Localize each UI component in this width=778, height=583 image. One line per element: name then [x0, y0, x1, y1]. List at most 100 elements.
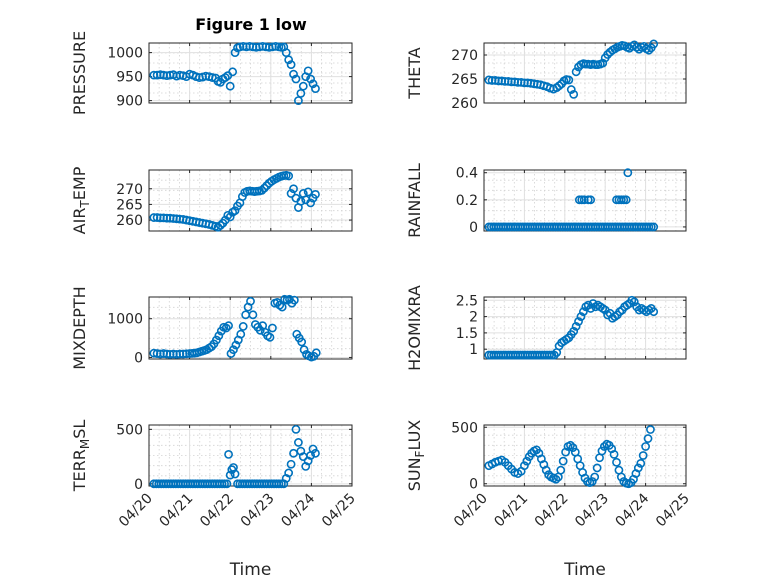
- data-point: [255, 325, 265, 335]
- data-point: [311, 189, 320, 199]
- data-point: [578, 307, 588, 317]
- data-point: [633, 463, 643, 473]
- data-point: [586, 195, 596, 205]
- data-point: [643, 434, 653, 443]
- data-point: [592, 463, 602, 473]
- y-tick-label: 2.5: [456, 293, 478, 309]
- data-point: [246, 296, 255, 306]
- data-point: [522, 456, 532, 466]
- data-point: [262, 181, 272, 191]
- data-point: [225, 81, 235, 91]
- y-axis-label: TERRMSL: [70, 420, 92, 493]
- data-point: [644, 45, 654, 55]
- axes-box: [148, 169, 353, 232]
- data-point: [248, 310, 258, 320]
- data-point: [294, 438, 303, 447]
- y-tick-label: 900: [116, 94, 143, 110]
- data-point: [238, 322, 248, 331]
- data-point: [257, 185, 267, 195]
- axes-box: [483, 42, 687, 104]
- data-point: [268, 323, 277, 333]
- data-point: [181, 349, 191, 359]
- data-point: [629, 297, 639, 307]
- data-point: [311, 84, 320, 93]
- data-point: [303, 187, 313, 197]
- data-point: [551, 474, 561, 484]
- data-point: [576, 312, 586, 321]
- y-tick-label: 270: [116, 182, 143, 198]
- y-tick-label: 0: [134, 477, 143, 493]
- data-point: [566, 85, 576, 94]
- data-point: [569, 89, 579, 99]
- data-point: [586, 304, 596, 313]
- y-tick-label: 260: [116, 213, 143, 229]
- y-tick-label: 1000: [107, 46, 143, 62]
- data-point: [284, 468, 294, 478]
- data-point: [556, 465, 566, 475]
- data-point: [259, 183, 269, 193]
- y-axis-label: THETA: [405, 47, 424, 99]
- axes-box: [483, 424, 687, 487]
- y-tick-label: 950: [116, 70, 143, 86]
- data-point: [306, 198, 315, 208]
- y-tick-label: 265: [116, 197, 143, 213]
- y-tick-label: 0: [469, 477, 478, 493]
- data-point: [224, 321, 233, 331]
- data-point: [286, 459, 296, 469]
- data-point: [291, 74, 301, 84]
- data-point: [558, 456, 568, 466]
- data-point: [568, 443, 578, 452]
- data-point: [222, 479, 232, 489]
- data-point: [549, 350, 559, 360]
- y-axis-label: RAINFALL: [405, 163, 424, 238]
- data-point: [224, 450, 233, 459]
- data-point: [574, 317, 583, 326]
- y-tick-label: 0.2: [456, 193, 478, 209]
- data-point: [638, 451, 648, 460]
- data-point: [603, 50, 613, 59]
- data-point: [636, 459, 646, 468]
- data-point: [621, 195, 631, 205]
- data-point: [225, 470, 235, 480]
- data-point: [236, 329, 246, 339]
- x-axis-label: Time: [229, 560, 272, 580]
- data-point: [221, 323, 231, 333]
- x-axis-label: Time: [563, 560, 606, 580]
- data-point: [303, 66, 313, 76]
- data-point: [520, 461, 529, 471]
- y-tick-label: 270: [451, 48, 478, 64]
- data-point: [296, 196, 306, 206]
- data-point: [623, 168, 633, 178]
- data-point: [564, 75, 574, 85]
- data-point: [311, 448, 320, 458]
- data-point: [587, 477, 597, 486]
- y-tick-label: 1: [469, 342, 478, 358]
- data-point: [566, 440, 575, 450]
- y-tick-label: 0: [134, 350, 143, 366]
- data-point: [230, 206, 240, 216]
- data-point: [286, 189, 296, 198]
- data-point: [277, 302, 287, 312]
- data-point: [641, 442, 650, 451]
- data-point: [609, 449, 619, 459]
- data-point: [231, 340, 241, 350]
- data-point: [225, 212, 235, 222]
- data-point: [311, 348, 321, 358]
- subplot-mixdepth: 0 1000 MIXDEPTH: [70, 286, 353, 370]
- data-point: [306, 74, 315, 84]
- data-point: [646, 425, 655, 434]
- data-point: [289, 295, 299, 305]
- axes-box: [483, 296, 687, 360]
- subplot-pressure: 900 950 1000 PRESSURE: [70, 31, 353, 115]
- subplot-rainfall: 0 0.2 0.4 RAINFALL: [405, 163, 687, 238]
- data-point: [308, 444, 318, 454]
- data-point: [289, 69, 298, 79]
- y-tick-label: 260: [451, 96, 478, 112]
- y-tick-label: 1.5: [456, 326, 478, 342]
- data-point: [211, 335, 221, 345]
- data-point: [291, 424, 301, 434]
- data-point: [649, 39, 659, 49]
- data-point: [308, 79, 318, 89]
- data-point: [230, 469, 240, 479]
